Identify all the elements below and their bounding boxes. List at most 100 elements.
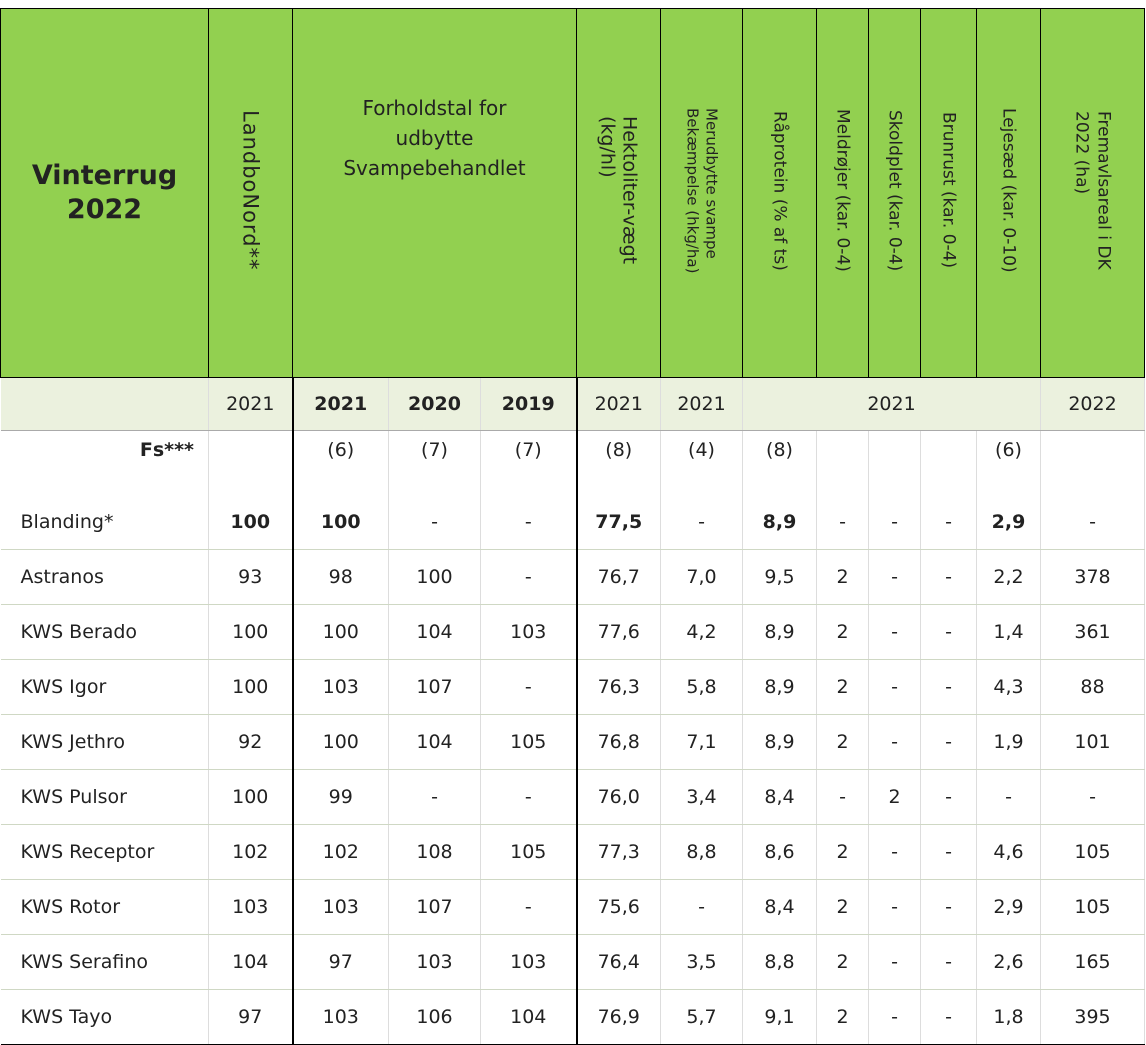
brunrust-header: Brunrust (kar. 0-4) (920, 8, 977, 378)
cell-f2020: 103 (388, 934, 481, 990)
cell-f2019: 104 (480, 989, 577, 1045)
cell-brun: - (920, 989, 977, 1045)
cell-leje: 1,4 (976, 604, 1041, 660)
fs-f2021: (6) (291, 430, 389, 495)
page: Vinterrug 2022 LandboNord** Forholdstal f… (0, 8, 1145, 1045)
cell-frem: 105 (1040, 879, 1145, 935)
cell-f2021: 100 (291, 495, 389, 550)
table-row: KWS Igor 100 103 107-76,3 5,8 8,9 2- -4,3 88 (0, 659, 1145, 715)
cell-hekto: 76,8 (575, 714, 661, 770)
cell-meld: 2 (816, 659, 869, 715)
raprotein-header: Råprotein (% af ts) (742, 8, 817, 378)
table-row: Blanding* 100 100- -77,5-8,9- - -2,9- (0, 495, 1145, 550)
cell-landbo: 100 (208, 495, 293, 550)
cell-name: KWS Pulsor (0, 769, 209, 825)
cell-rap: 9,1 (742, 989, 817, 1045)
cell-f2019: 103 (480, 604, 577, 660)
cell-skold: - (868, 495, 921, 550)
lejesaed-header: Lejesæd (kar. 0-10) (976, 8, 1041, 378)
merudbytte-header: Merudbytte svampe Bekæmpelse (hkg/ha) (660, 8, 743, 378)
cell-merud: 7,0 (660, 549, 743, 605)
cell-name: KWS Igor (0, 659, 209, 715)
cell-leje: 2,2 (976, 549, 1041, 605)
cell-name: Blanding* (0, 495, 209, 550)
variety-table: Vinterrug 2022 LandboNord** Forholdstal f… (0, 8, 1145, 1045)
cell-hekto: 76,0 (575, 769, 661, 825)
cell-frem: 165 (1040, 934, 1145, 990)
cell-meld: 2 (816, 934, 869, 990)
cell-leje: 4,6 (976, 824, 1041, 880)
cell-f2020: 107 (388, 879, 481, 935)
cell-hekto: 77,6 (575, 604, 661, 660)
cell-brun: - (920, 824, 977, 880)
fs-raprotein: (8) (742, 430, 817, 495)
year-f2020: 2020 (388, 377, 481, 431)
cell-landbo: 100 (208, 769, 293, 825)
cell-landbo: 100 (208, 659, 293, 715)
cell-frem: 361 (1040, 604, 1145, 660)
table-row: KWS Tayo 97 103 106 104 76,9 5,7 9,1 2- -1,8 395 (0, 989, 1145, 1045)
year-row: 2021 2021 2020 2019 2021 2021 2021 2022 (0, 377, 1145, 431)
table-row: KWS Serafino 104 97 103 103 76,4 3,5 8,8 2- -2,6 1… (0, 934, 1145, 990)
cell-leje: - (976, 769, 1041, 825)
cell-merud: 7,1 (660, 714, 743, 770)
cell-rap: 8,8 (742, 934, 817, 990)
cell-brun: - (920, 769, 977, 825)
cell-f2021: 102 (291, 824, 389, 880)
cell-f2021: 103 (291, 879, 389, 935)
table-row: KWS Berado 100 100 104 103 77,6 4,2 8,9 2- -1,4 36… (0, 604, 1145, 660)
fs-merud: (4) (660, 430, 743, 495)
cell-landbo: 92 (208, 714, 293, 770)
cell-leje: 2,6 (976, 934, 1041, 990)
year-merud: 2021 (660, 377, 743, 431)
year-landbonord: 2021 (208, 377, 293, 431)
fs-label: Fs*** (0, 430, 209, 495)
cell-leje: 1,8 (976, 989, 1041, 1045)
cell-merud: - (660, 495, 743, 550)
year-group: 2021 (742, 377, 1041, 431)
cell-name: KWS Jethro (0, 714, 209, 770)
cell-frem: 105 (1040, 824, 1145, 880)
cell-frem: 88 (1040, 659, 1145, 715)
cell-rap: 8,9 (742, 714, 817, 770)
cell-skold: - (868, 879, 921, 935)
cell-name: KWS Tayo (0, 989, 209, 1045)
cell-f2019: - (480, 879, 577, 935)
cell-rap: 8,4 (742, 769, 817, 825)
cell-landbo: 104 (208, 934, 293, 990)
cell-f2019: 103 (480, 934, 577, 990)
cell-leje: 2,9 (976, 495, 1041, 550)
cell-f2020: 100 (388, 549, 481, 605)
cell-name: KWS Berado (0, 604, 209, 660)
cell-f2020: - (388, 769, 481, 825)
fs-lejesaed: (6) (976, 430, 1041, 495)
table-title-line1: Vinterrug (31, 160, 178, 191)
cell-landbo: 100 (208, 604, 293, 660)
cell-hekto: 75,6 (575, 879, 661, 935)
table-row: KWS Rotor 103 103 107-75,6-8,4 2- -2,9 105 (0, 879, 1145, 935)
cell-rap: 8,9 (742, 659, 817, 715)
cell-brun: - (920, 549, 977, 605)
cell-meld: 2 (816, 714, 869, 770)
table-title-line2: 2022 (66, 194, 143, 225)
cell-hekto: 76,4 (575, 934, 661, 990)
fremavl-header: Fremavlsareal i DK 2022 (ha) (1040, 8, 1145, 378)
landbonord-header: LandboNord** (208, 8, 293, 378)
cell-meld: 2 (816, 549, 869, 605)
cell-f2021: 100 (291, 604, 389, 660)
cell-hekto: 77,3 (575, 824, 661, 880)
cell-rap: 8,9 (742, 604, 817, 660)
cell-name: KWS Receptor (0, 824, 209, 880)
cell-skold: - (868, 604, 921, 660)
cell-skold: - (868, 934, 921, 990)
table-row: Astranos 93 98 100-76,7 7,0 9,5 2- -2,2 378 (0, 549, 1145, 605)
cell-hekto: 77,5 (575, 495, 661, 550)
cell-f2019: - (480, 495, 577, 550)
cell-merud: - (660, 879, 743, 935)
cell-hekto: 76,7 (575, 549, 661, 605)
year-hekto: 2021 (575, 377, 661, 431)
cell-f2021: 103 (291, 989, 389, 1045)
cell-f2020: 107 (388, 659, 481, 715)
header-row: Vinterrug 2022 LandboNord** Forholdstal f… (0, 8, 1145, 378)
cell-frem: - (1040, 495, 1145, 550)
